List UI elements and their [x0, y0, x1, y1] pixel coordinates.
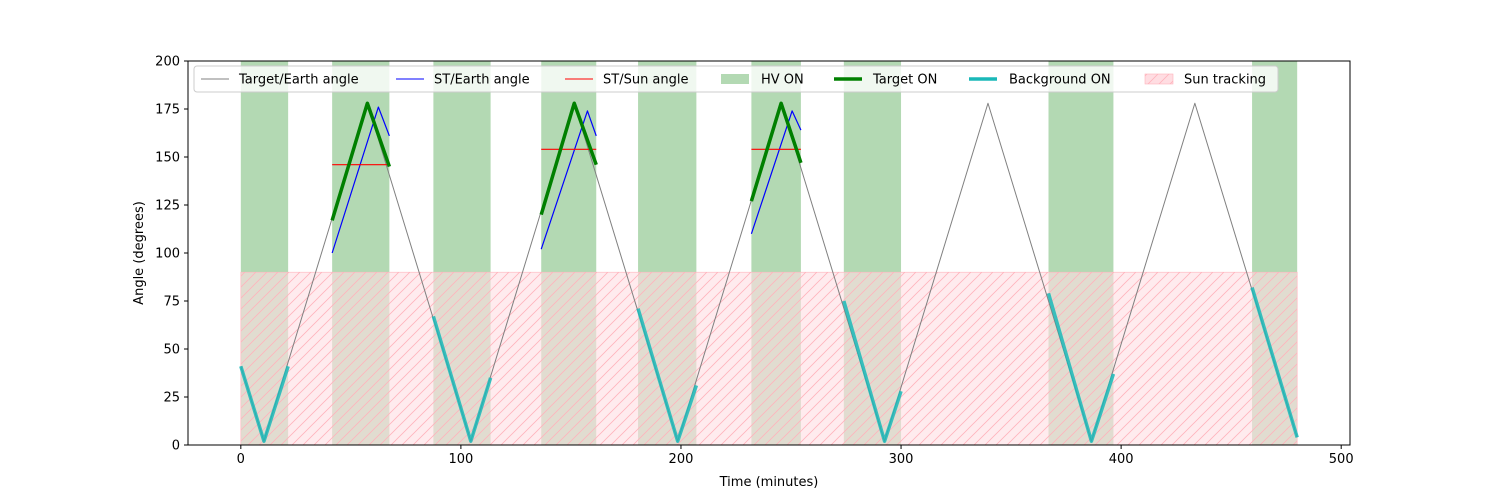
legend-background-on-label: Background ON — [1009, 73, 1111, 88]
y-tick-label: 200 — [155, 55, 180, 70]
x-tick-label: 300 — [889, 452, 914, 467]
legend-hv-on-swatch — [721, 74, 749, 84]
background-on-line-3 — [842, 300, 903, 443]
legend: Target/Earth angle ST/Earth angle ST/Sun… — [193, 65, 1279, 93]
st-earth-line-0 — [331, 106, 390, 254]
y-tick-label: 100 — [155, 247, 180, 262]
background-on-line-2 — [636, 308, 699, 443]
y-tick-label: 125 — [155, 199, 180, 214]
y-tick-label: 0 — [172, 439, 180, 454]
y-tick-label: 50 — [163, 343, 180, 358]
y-tick-label: 150 — [155, 151, 180, 166]
x-tick-label: 200 — [669, 452, 694, 467]
x-tick-label: 0 — [237, 452, 245, 467]
x-axis-label: Time (minutes) — [719, 475, 819, 490]
target-on-line-1 — [539, 101, 598, 216]
x-tick-label: 100 — [448, 452, 473, 467]
plot-area — [239, 61, 1299, 445]
sun-tracking-hatch-0 — [240, 272, 1298, 445]
legend-st-earth-label: ST/Earth angle — [434, 73, 530, 88]
background-on-line-4 — [1046, 292, 1116, 443]
y-axis-ticks: 0 25 50 75 100 125 150 175 200 — [155, 55, 188, 454]
y-tick-label: 75 — [163, 295, 180, 310]
x-tick-label: 500 — [1329, 452, 1354, 467]
legend-target-earth-label: Target/Earth angle — [238, 73, 359, 88]
x-axis-ticks: 0 100 200 300 400 500 — [237, 445, 1354, 467]
st-earth-line-2 — [750, 110, 802, 234]
sun-tracking-bands — [240, 271, 1298, 445]
background-on-line-5 — [1250, 287, 1299, 438]
y-tick-label: 25 — [163, 391, 180, 406]
legend-hv-on-label: HV ON — [761, 73, 804, 88]
legend-sun-tracking-label: Sun tracking — [1184, 73, 1266, 88]
background-on-line-1 — [431, 315, 493, 443]
st-earth-line-1 — [540, 110, 597, 250]
series-lines — [239, 101, 1299, 443]
target-on-line-2 — [749, 101, 803, 202]
y-axis-label: Angle (degrees) — [132, 201, 147, 305]
background-on-line-0 — [239, 365, 290, 443]
legend-sun-tracking-hatch — [1145, 74, 1173, 84]
x-tick-label: 400 — [1109, 452, 1134, 467]
legend-st-sun-label: ST/Sun angle — [603, 73, 689, 88]
target-on-line-0 — [330, 101, 392, 221]
y-tick-label: 175 — [155, 103, 180, 118]
legend-target-on-label: Target ON — [872, 73, 937, 88]
